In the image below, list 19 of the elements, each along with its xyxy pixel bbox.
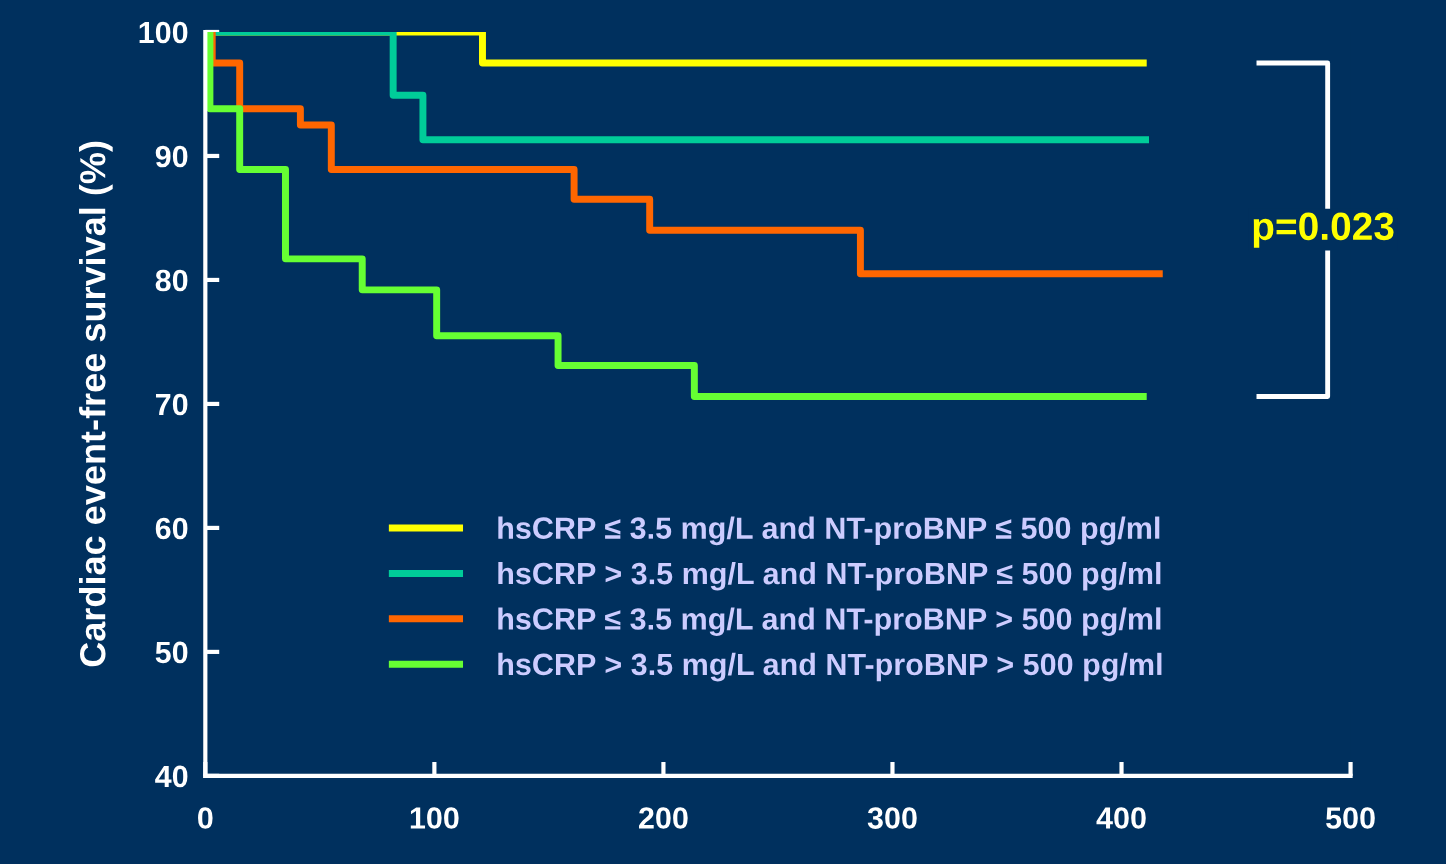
y-axis-title: Cardiac event-free survival (%) bbox=[79, 141, 113, 667]
x-tick-label: 500 bbox=[1326, 807, 1375, 829]
y-tick-label: 100 bbox=[139, 21, 188, 44]
legend-label: hsCRP ≤ 3.5 mg/L and NT-proBNP ≤ 500 pg/ml bbox=[498, 516, 1160, 546]
x-tick-label: 200 bbox=[639, 807, 688, 829]
y-tick-label: 50 bbox=[155, 641, 188, 664]
x-tick-label: 0 bbox=[198, 807, 213, 829]
y-tick-label: 90 bbox=[155, 145, 188, 168]
y-tick-label: 60 bbox=[155, 517, 188, 540]
legend-label: hsCRP ≤ 3.5 mg/L and NT-proBNP > 500 pg/ml bbox=[498, 607, 1161, 636]
x-tick-label: 400 bbox=[1096, 807, 1146, 829]
y-tick-label: 40 bbox=[155, 765, 188, 788]
y-tick-label: 70 bbox=[155, 393, 188, 416]
x-tick-label: 300 bbox=[867, 807, 917, 829]
legend-label: hsCRP > 3.5 mg/L and NT-proBNP ≤ 500 pg/ml bbox=[498, 561, 1161, 591]
x-tick-label: 100 bbox=[410, 807, 459, 829]
legend-label: hsCRP > 3.5 mg/L and NT-proBNP > 500 pg/ml bbox=[498, 652, 1162, 682]
y-tick-label: 80 bbox=[155, 269, 188, 292]
annotation: p=0.023 bbox=[1253, 212, 1394, 248]
